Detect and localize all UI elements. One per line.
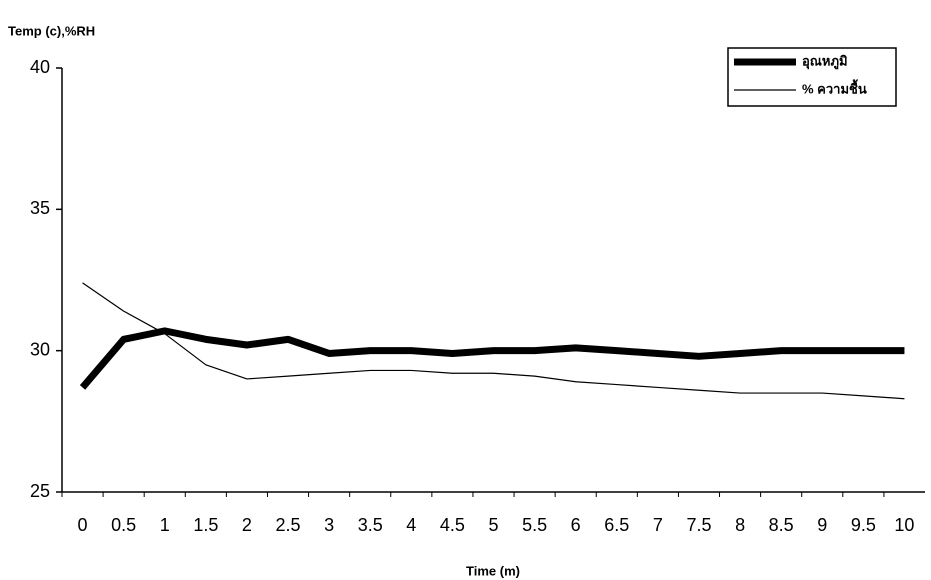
- x-tick-label: 2.5: [276, 515, 301, 535]
- y-tick-label: 25: [30, 481, 50, 501]
- x-tick-label: 1.5: [193, 515, 218, 535]
- y-tick-label: 40: [30, 57, 50, 77]
- y-axis-title: Temp (c),%RH: [8, 23, 95, 38]
- x-tick-label: 5.5: [522, 515, 547, 535]
- x-tick-label: 6: [571, 515, 581, 535]
- x-tick-label: 0: [78, 515, 88, 535]
- x-tick-label: 4: [406, 515, 416, 535]
- legend-label: % ความชื้น: [802, 78, 867, 96]
- x-tick-label: 7: [653, 515, 663, 535]
- x-tick-label: 3.5: [358, 515, 383, 535]
- x-tick-label: 2: [242, 515, 252, 535]
- x-tick-label: 5: [488, 515, 498, 535]
- x-tick-label: 1: [160, 515, 170, 535]
- line-series: [79, 327, 905, 390]
- x-tick-label: 7.5: [686, 515, 711, 535]
- x-tick-label: 10: [894, 515, 914, 535]
- y-tick-label: 35: [30, 198, 50, 218]
- x-tick-label: 8.5: [769, 515, 794, 535]
- x-tick-label: 0.5: [111, 515, 136, 535]
- x-tick-label: 8: [735, 515, 745, 535]
- x-tick-label: 6.5: [604, 515, 629, 535]
- y-tick-label: 30: [30, 339, 50, 359]
- x-axis-title: Time (m): [466, 563, 520, 578]
- x-tick-label: 4.5: [440, 515, 465, 535]
- legend-label: อุณหภูมิ: [802, 53, 848, 69]
- x-tick-label: 9.5: [851, 515, 876, 535]
- line-series: [82, 282, 905, 400]
- x-tick-label: 3: [324, 515, 334, 535]
- legend-box: [727, 47, 897, 107]
- x-tick-label: 9: [817, 515, 827, 535]
